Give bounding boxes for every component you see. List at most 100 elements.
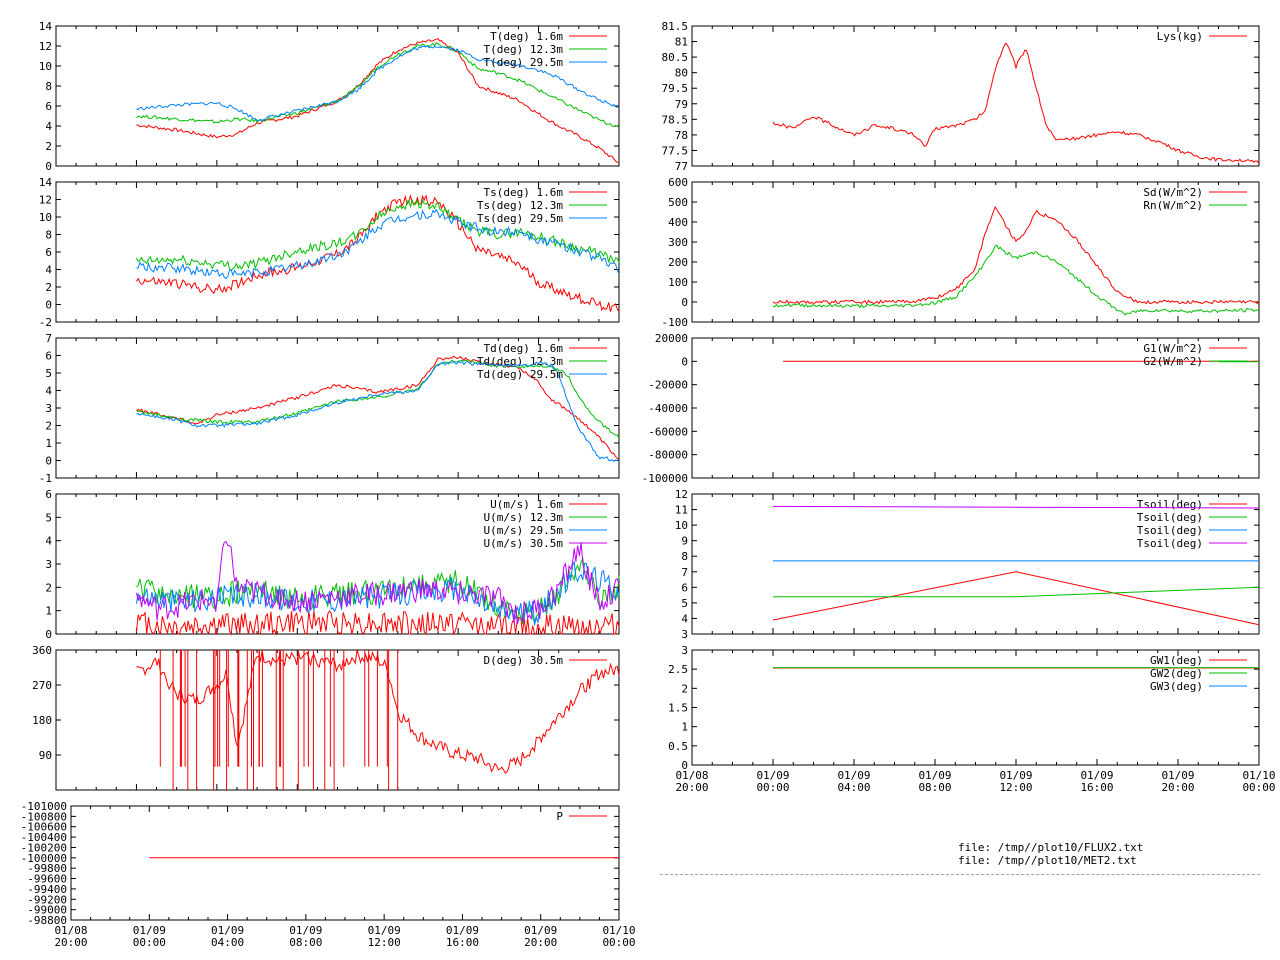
- legend-label: Lys(kg): [1157, 30, 1203, 43]
- y-tick-label: -40000: [648, 402, 688, 415]
- y-tick-label: 7: [45, 332, 52, 345]
- y-tick-label: 81.5: [662, 20, 689, 33]
- x-tick-label: 01/08 20:00: [54, 924, 87, 949]
- y-tick-label: -99000: [27, 904, 67, 917]
- series-line: [772, 205, 1260, 305]
- legend-label: Td(deg) 29.5m: [477, 368, 563, 381]
- series-line: [136, 45, 619, 122]
- x-tick-label: 01/09 20:00: [1161, 769, 1194, 794]
- y-tick-label: 0: [45, 455, 52, 468]
- y-tick-label: 77: [675, 160, 688, 173]
- legend-label: Ts(deg) 29.5m: [477, 212, 563, 225]
- y-tick-label: 8: [45, 80, 52, 93]
- y-tick-label: 11: [675, 504, 688, 517]
- y-tick-label: 0: [45, 628, 52, 641]
- series-line: [136, 360, 620, 462]
- series-line: [772, 571, 1260, 626]
- y-tick-label: 3: [45, 558, 52, 571]
- legend-label: U(m/s) 29.5m: [484, 524, 564, 537]
- legend-label: Tsoil(deg): [1137, 537, 1203, 550]
- x-tick-label: 01/09 20:00: [524, 924, 557, 949]
- y-tick-label: 20000: [655, 332, 688, 345]
- y-tick-label: 4: [45, 385, 52, 398]
- legend-label: Rn(W/m^2): [1143, 199, 1203, 212]
- y-tick-label: 200: [668, 256, 688, 269]
- y-tick-label: -100000: [21, 852, 67, 865]
- y-tick-label: 2: [681, 682, 688, 695]
- y-tick-label: 5: [45, 511, 52, 524]
- y-tick-label: -2: [39, 316, 52, 329]
- y-tick-label: -101000: [21, 800, 67, 813]
- y-tick-label: 8: [681, 550, 688, 563]
- y-tick-label: -100600: [21, 821, 67, 834]
- y-tick-label: 6: [45, 100, 52, 113]
- y-tick-label: -100800: [21, 810, 67, 823]
- y-tick-label: 3: [681, 644, 688, 657]
- x-tick-label: 01/09 04:00: [211, 924, 244, 949]
- x-tick-label: 01/09 12:00: [999, 769, 1032, 794]
- series-line: [772, 244, 1260, 316]
- y-tick-label: 300: [668, 236, 688, 249]
- plot-frame: [55, 649, 620, 791]
- y-tick-label: 2: [45, 140, 52, 153]
- y-tick-label: 78.5: [662, 113, 689, 126]
- y-tick-label: 180: [32, 714, 52, 727]
- file-label-met: file: /tmp//plot10/MET2.txt: [958, 854, 1137, 867]
- series-line: [136, 208, 620, 280]
- legend-label: Td(deg) 12.3m: [477, 355, 563, 368]
- legend-label: Tsoil(deg): [1137, 498, 1203, 511]
- legend-label: U(m/s) 1.6m: [490, 498, 563, 511]
- series-line: [135, 610, 620, 636]
- legend-label: U(m/s) 30.5m: [484, 537, 564, 550]
- y-tick-label: 5: [681, 597, 688, 610]
- y-tick-label: -99800: [27, 862, 67, 875]
- y-tick-label: 4: [681, 612, 688, 625]
- y-tick-label: 0: [681, 355, 688, 368]
- legend-label: Ts(deg) 12.3m: [477, 199, 563, 212]
- plot-gw: 0 0.5 1 1.5 2 2.5 3 01/08 20:00 01/09 00:00 01/09 04…: [668, 644, 1275, 794]
- legend-label: T(deg) 29.5m: [484, 56, 564, 69]
- y-tick-label: 100: [668, 276, 688, 289]
- divider-line: [660, 874, 1260, 875]
- y-tick-label: 12: [39, 40, 52, 53]
- y-tick-label: 0: [45, 160, 52, 173]
- legend-label: T(deg) 1.6m: [490, 30, 563, 43]
- y-tick-label: 270: [32, 679, 52, 692]
- y-tick-label: 3: [681, 628, 688, 641]
- y-tick-label: 80.5: [662, 51, 689, 64]
- y-tick-label: -100400: [21, 831, 67, 844]
- x-tick-label: 01/09 00:00: [133, 924, 166, 949]
- x-tick-label: 01/09 08:00: [918, 769, 951, 794]
- y-tick-label: -20000: [648, 379, 688, 392]
- y-tick-label: 0.5: [668, 740, 688, 753]
- y-tick-label: 2: [45, 281, 52, 294]
- series-line: [136, 649, 620, 790]
- x-tick-label: 01/09 00:00: [756, 769, 789, 794]
- x-tick-label: 01/10 00:00: [602, 924, 635, 949]
- y-tick-label: 500: [668, 196, 688, 209]
- x-tick-label: 01/08 20:00: [675, 769, 708, 794]
- legend-label: Sd(W/m^2): [1143, 186, 1203, 199]
- y-tick-label: 0: [45, 299, 52, 312]
- file-label-flux: file: /tmp//plot10/FLUX2.txt: [958, 841, 1144, 854]
- plot-u: 0 1 2 3 4 5 6 U(m/s) 1.6mU(m/s) 12.3mU(m/s) 29.…: [45, 488, 620, 641]
- series-line: [772, 505, 1260, 509]
- y-tick-label: 81: [675, 36, 688, 49]
- y-tick-label: -99600: [27, 873, 67, 886]
- y-tick-label: -1: [39, 472, 52, 485]
- y-tick-label: 77.5: [662, 144, 689, 157]
- legend-label: P: [556, 810, 563, 823]
- y-tick-label: 78: [675, 129, 688, 142]
- legend-label: GW3(deg): [1150, 680, 1203, 693]
- y-tick-label: 1: [45, 437, 52, 450]
- y-tick-label: 4: [45, 264, 52, 277]
- legend-label: Ts(deg) 1.6m: [484, 186, 564, 199]
- y-tick-label: 400: [668, 216, 688, 229]
- series-line: [772, 42, 1260, 164]
- legend-label: G1(W/m^2): [1143, 342, 1203, 355]
- y-tick-label: 6: [45, 350, 52, 363]
- legend-label: Tsoil(deg): [1137, 524, 1203, 537]
